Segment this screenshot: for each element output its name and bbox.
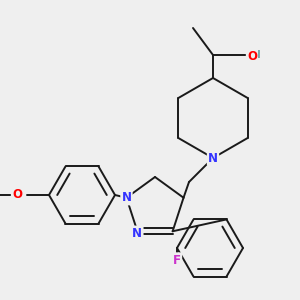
Text: O: O bbox=[12, 188, 22, 202]
Text: N: N bbox=[208, 152, 218, 164]
Text: F: F bbox=[173, 254, 181, 266]
Text: N: N bbox=[132, 227, 142, 240]
Text: N: N bbox=[122, 191, 131, 204]
Text: H: H bbox=[252, 50, 260, 60]
Text: O: O bbox=[247, 50, 257, 62]
